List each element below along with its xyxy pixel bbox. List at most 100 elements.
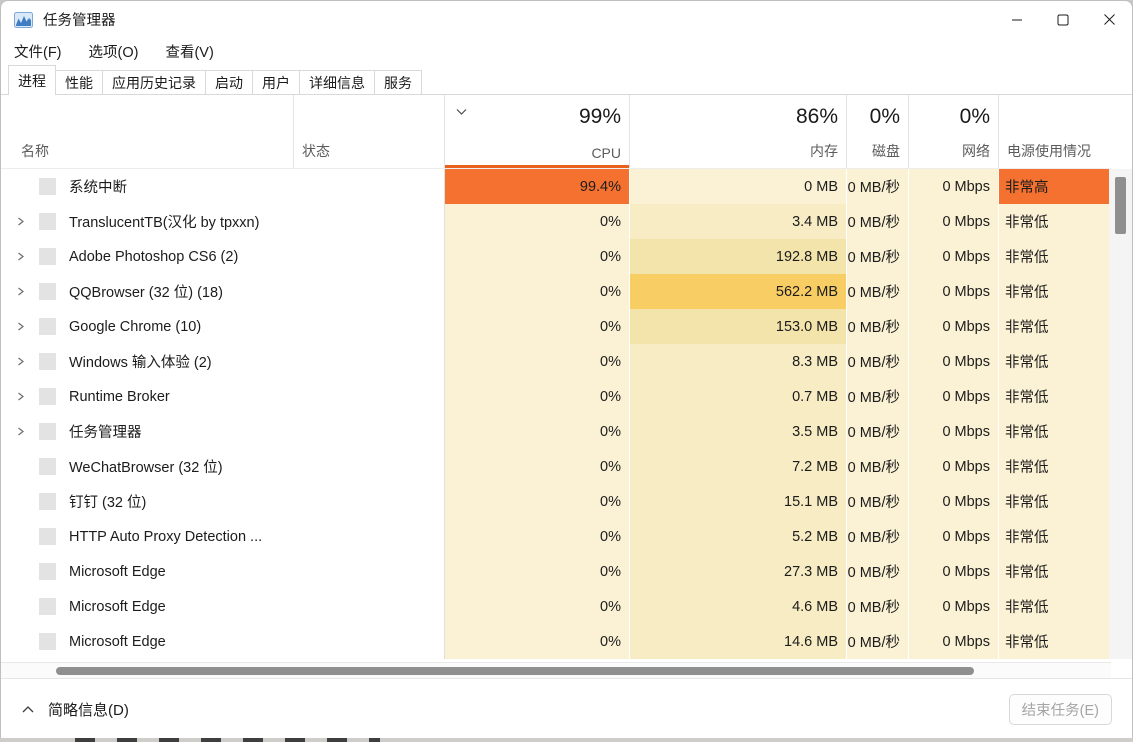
table-bottom-spacer: [1, 659, 1132, 662]
maximize-button[interactable]: [1040, 1, 1086, 38]
tab-performance[interactable]: 性能: [55, 70, 103, 95]
expand-chevron-icon[interactable]: [14, 390, 27, 403]
process-row[interactable]: TranslucentTB(汉化 by tpxxn) 0% 3.4 MB 0 MB/秒…: [1, 204, 1111, 239]
tab-services[interactable]: 服务: [374, 70, 422, 95]
process-icon: [39, 248, 56, 265]
cell-status: [293, 309, 444, 344]
process-row[interactable]: Windows 输入体验 (2) 0% 8.3 MB 0 MB/秒 0 Mbps 非常低: [1, 344, 1111, 379]
process-icon: [39, 353, 56, 370]
column-header-mem-label: 内存: [810, 143, 838, 159]
process-icon: [39, 178, 56, 195]
cell-disk: 0 MB/秒: [846, 554, 908, 589]
close-button[interactable]: [1086, 1, 1132, 38]
cell-network: 0 Mbps: [908, 344, 998, 379]
cell-name: 任务管理器: [1, 414, 293, 449]
process-name: HTTP Auto Proxy Detection ...: [69, 528, 263, 545]
tab-details[interactable]: 详细信息: [299, 70, 375, 95]
cell-power-usage: 非常低: [998, 449, 1111, 484]
column-header-status[interactable]: 状态: [293, 95, 444, 168]
process-row[interactable]: 任务管理器 0% 3.5 MB 0 MB/秒 0 Mbps 非常低: [1, 414, 1111, 449]
cell-memory: 3.4 MB: [629, 204, 846, 239]
tab-users[interactable]: 用户: [252, 70, 300, 95]
process-row[interactable]: Google Chrome (10) 0% 153.0 MB 0 MB/秒 0 Mbps…: [1, 309, 1111, 344]
window-title: 任务管理器: [43, 13, 116, 29]
process-icon: [39, 563, 56, 580]
process-row[interactable]: QQBrowser (32 位) (18) 0% 562.2 MB 0 MB/秒 0 M…: [1, 274, 1111, 309]
minimize-button[interactable]: [994, 1, 1040, 38]
process-row[interactable]: 系统中断 99.4% 0 MB 0 MB/秒 0 Mbps 非常高: [1, 169, 1111, 204]
cell-cpu: 0%: [444, 239, 629, 274]
cell-network: 0 Mbps: [908, 589, 998, 624]
process-row[interactable]: 钉钉 (32 位) 0% 15.1 MB 0 MB/秒 0 Mbps 非常低: [1, 484, 1111, 519]
column-header-power[interactable]: 电源使用情况: [998, 95, 1111, 168]
process-name: Microsoft Edge: [69, 563, 166, 580]
expand-chevron-icon[interactable]: [14, 355, 27, 368]
column-header-name[interactable]: 名称: [1, 95, 293, 168]
details-toggle[interactable]: 简略信息(D): [21, 699, 129, 720]
cell-name: Microsoft Edge: [1, 624, 293, 659]
process-name: Runtime Broker: [69, 388, 170, 405]
horizontal-scrollbar-thumb[interactable]: [56, 667, 974, 675]
process-name: 钉钉 (32 位): [69, 495, 147, 511]
cell-status: [293, 239, 444, 274]
menu-item-view[interactable]: 查看(V): [165, 45, 214, 61]
cell-cpu: 0%: [444, 554, 629, 589]
cell-power-usage: 非常低: [998, 309, 1111, 344]
process-row[interactable]: WeChatBrowser (32 位) 0% 7.2 MB 0 MB/秒 0 Mbps…: [1, 449, 1111, 484]
sort-indicator: [445, 165, 629, 168]
cell-memory: 153.0 MB: [629, 309, 846, 344]
cell-disk: 0 MB/秒: [846, 344, 908, 379]
cell-memory: 3.5 MB: [629, 414, 846, 449]
cell-power-usage: 非常低: [998, 204, 1111, 239]
vertical-scrollbar-thumb[interactable]: [1115, 177, 1126, 234]
expand-chevron-icon[interactable]: [14, 250, 27, 263]
column-header-mem[interactable]: 86% 内存: [629, 95, 846, 168]
process-icon: [39, 423, 56, 440]
process-name: 任务管理器: [69, 425, 142, 441]
process-name: QQBrowser (32 位) (18): [69, 285, 223, 301]
process-row[interactable]: Microsoft Edge 0% 4.6 MB 0 MB/秒 0 Mbps 非常低: [1, 589, 1111, 624]
cell-name: QQBrowser (32 位) (18): [1, 274, 293, 309]
process-icon: [39, 493, 56, 510]
cell-network: 0 Mbps: [908, 169, 998, 204]
cell-cpu: 0%: [444, 589, 629, 624]
end-task-button[interactable]: 结束任务(E): [1008, 693, 1112, 725]
process-name: Google Chrome (10): [69, 318, 202, 335]
process-row[interactable]: HTTP Auto Proxy Detection ... 0% 5.2 MB 0 M…: [1, 519, 1111, 554]
tab-processes[interactable]: 进程: [8, 65, 56, 96]
column-header-cpu[interactable]: 99% CPU: [444, 95, 629, 168]
expand-chevron-icon[interactable]: [14, 215, 27, 228]
column-header-disk-label: 磁盘: [872, 143, 900, 159]
cell-name: HTTP Auto Proxy Detection ...: [1, 519, 293, 554]
cell-power-usage: 非常低: [998, 484, 1111, 519]
column-header-net[interactable]: 0% 网络: [908, 95, 998, 168]
process-row[interactable]: Runtime Broker 0% 0.7 MB 0 MB/秒 0 Mbps 非常低: [1, 379, 1111, 414]
process-row[interactable]: Microsoft Edge 0% 14.6 MB 0 MB/秒 0 Mbps 非常低: [1, 624, 1111, 659]
process-name: 系统中断: [69, 180, 127, 196]
vertical-scrollbar[interactable]: [1109, 169, 1132, 659]
tab-app-history[interactable]: 应用历史记录: [102, 70, 206, 95]
expand-chevron-icon[interactable]: [14, 425, 27, 438]
cell-memory: 562.2 MB: [629, 274, 846, 309]
tab-startup[interactable]: 启动: [205, 70, 253, 95]
window-controls: [994, 1, 1132, 38]
column-header-cpu-label: CPU: [591, 145, 621, 161]
menu-item-options[interactable]: 选项(O): [88, 45, 139, 61]
cell-disk: 0 MB/秒: [846, 589, 908, 624]
process-name: Windows 输入体验 (2): [69, 355, 212, 371]
process-name: Microsoft Edge: [69, 598, 166, 615]
process-icon: [39, 318, 56, 335]
cell-status: [293, 169, 444, 204]
column-header-cpu-percent: 99%: [578, 105, 621, 128]
cell-network: 0 Mbps: [908, 624, 998, 659]
expand-chevron-icon[interactable]: [14, 320, 27, 333]
process-row[interactable]: Microsoft Edge 0% 27.3 MB 0 MB/秒 0 Mbps 非常低: [1, 554, 1111, 589]
process-icon: [39, 528, 56, 545]
process-row[interactable]: Adobe Photoshop CS6 (2) 0% 192.8 MB 0 MB/秒 0…: [1, 239, 1111, 274]
cell-network: 0 Mbps: [908, 554, 998, 589]
cell-network: 0 Mbps: [908, 239, 998, 274]
column-header-disk[interactable]: 0% 磁盘: [846, 95, 908, 168]
menu-item-file[interactable]: 文件(F): [14, 45, 62, 61]
horizontal-scrollbar[interactable]: [1, 662, 1111, 678]
expand-chevron-icon[interactable]: [14, 285, 27, 298]
